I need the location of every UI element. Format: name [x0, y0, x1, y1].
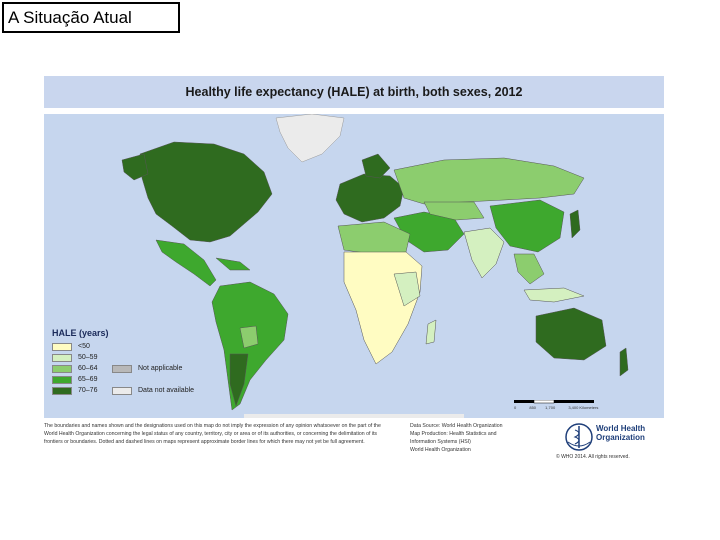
southeast-asia-region [513, 253, 545, 285]
legend-label: <50 [78, 343, 90, 350]
legend-swatch [52, 364, 72, 373]
indonesia-region [523, 287, 585, 303]
chile-argentina-region [229, 353, 249, 407]
europe-region [335, 173, 405, 223]
slide-title: A Situação Atual [2, 2, 180, 33]
alaska-region [121, 153, 149, 181]
legend-label: 65–69 [78, 376, 98, 383]
scale-label: 850 [529, 405, 537, 410]
who-logo-line: Organization [596, 433, 645, 442]
legend-swatch [52, 342, 72, 351]
russia-region [393, 157, 585, 205]
central-america-region [155, 239, 217, 287]
legend-label: Data not available [138, 387, 195, 394]
copyright-text: © WHO 2014. All rights reserved. [556, 454, 630, 460]
east-asia-region [489, 199, 565, 253]
who-logo-line: World Health [596, 424, 646, 433]
scale-label: 0 [514, 405, 517, 410]
caribbean-region [215, 257, 251, 271]
legend-title: HALE (years) [52, 328, 109, 338]
bolivia-region [239, 325, 259, 349]
source-line: Data Source: World Health Organization [410, 423, 503, 429]
legend-swatch [52, 386, 72, 395]
map-legend: HALE (years) <50 50–59 60–64 Not applica… [52, 328, 252, 396]
legend-swatch [112, 386, 132, 395]
japan-region [569, 209, 581, 239]
legend-item: 50–59 [52, 352, 252, 363]
legend-item: <50 [52, 341, 252, 352]
antarctica-region [244, 414, 464, 418]
south-asia-region [463, 227, 505, 279]
scale-bar-svg [514, 400, 594, 404]
disclaimer-text: The boundaries and names shown and the d… [44, 423, 381, 445]
world-map: HALE (years) <50 50–59 60–64 Not applica… [44, 114, 664, 418]
source-line: World Health Organization [410, 447, 471, 453]
source-line: Information Systems (HSI) [410, 439, 471, 445]
middle-east-region [393, 211, 465, 253]
who-logo-text: World Health Organization [596, 424, 645, 442]
legend-swatch [52, 375, 72, 384]
map-header: Healthy life expectancy (HALE) at birth,… [44, 76, 664, 108]
scale-label: 1,700 [545, 405, 556, 410]
map-footer: The boundaries and names shown and the d… [44, 422, 664, 466]
greenland-region [275, 114, 345, 163]
legend-swatch [112, 364, 132, 373]
madagascar-region [425, 319, 437, 345]
legend-swatch [52, 353, 72, 362]
legend-item: 70–76 Data not available [52, 385, 252, 396]
north-america-region [139, 141, 273, 243]
central-asia-region [423, 201, 485, 221]
legend-label: 50–59 [78, 354, 98, 361]
hale-map-figure: Healthy life expectancy (HALE) at birth,… [44, 76, 664, 466]
map-title: Healthy life expectancy (HALE) at birth,… [185, 85, 523, 99]
legend-not-applicable: Not applicable [112, 364, 183, 373]
world-map-svg [121, 114, 629, 418]
new-zealand-region [619, 347, 629, 377]
east-africa-region [393, 271, 421, 307]
australia-region [535, 307, 607, 361]
legend-label: 70–76 [78, 387, 98, 394]
scale-label: 3,400 Kilometers [568, 405, 599, 410]
data-source: Data Source: World Health Organization M… [410, 422, 540, 454]
legend-item: 60–64 Not applicable [52, 363, 252, 374]
source-line: Map Production: Health Statistics and [410, 431, 497, 437]
who-emblem-icon [565, 423, 593, 451]
legend-data-not-available: Data not available [112, 386, 195, 395]
legend-label: Not applicable [138, 365, 183, 372]
legend-label: 60–64 [78, 365, 98, 372]
scandinavia-region [361, 153, 391, 179]
sub-saharan-africa-region [343, 251, 423, 365]
legend-item: 65–69 [52, 374, 252, 385]
